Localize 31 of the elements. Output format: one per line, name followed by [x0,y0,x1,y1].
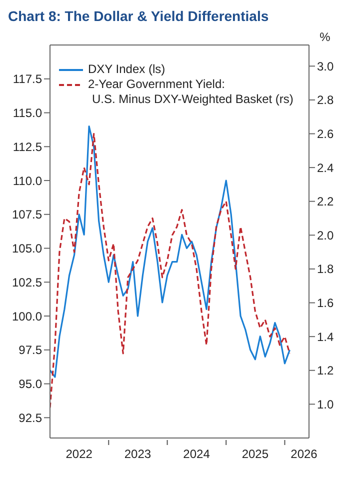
y2-axis-title: % [320,30,331,44]
y2-tick-label: 1.8 [317,262,334,276]
y2-tick-label: 2.8 [317,93,334,108]
y2-tick-label: 2.2 [317,194,334,209]
y2-tick-label: 1.6 [317,296,334,310]
y-tick-label: 115.0 [12,106,42,120]
chart-title: Chart 8: The Dollar & Yield Differentials [8,8,270,24]
y-tick-label: 105.0 [12,242,42,256]
y-tick-label: 112.5 [12,140,42,154]
y2-tick-label: 1.2 [317,364,334,378]
y-tick-label: 100.0 [12,309,42,324]
y2-tick-label: 2.4 [317,160,334,175]
y-tick-label: 110.0 [12,174,42,188]
x-tick-label: 2022 [66,447,93,461]
y2-tick-label: 2.0 [317,228,334,242]
y2-tick-label: 2.6 [317,127,334,141]
y2-tick-label: 1.0 [317,397,334,412]
y-tick-label: 95.0 [18,377,42,392]
y2-tick-label: 3.0 [317,59,334,74]
legend-label: 2-Year Government Yield: U.S. Minus DXY-Weighted Basket (rs) [88,77,294,107]
x-tick-label: 2023 [124,447,152,461]
y-tick-label: 117.5 [12,72,42,86]
y2-tick-label: 1.4 [317,330,334,344]
x-tick-label: 2024 [183,447,210,461]
y-tick-label: 107.5 [12,208,42,222]
y-tick-label: 102.5 [12,275,42,290]
x-tick-label: 2025 [242,447,269,461]
y-tick-label: 97.5 [18,343,42,358]
legend-label: DXY Index (ls) [88,62,166,77]
x-tick-label: 2026 [290,447,318,461]
y-tick-label: 92.5 [18,410,42,425]
